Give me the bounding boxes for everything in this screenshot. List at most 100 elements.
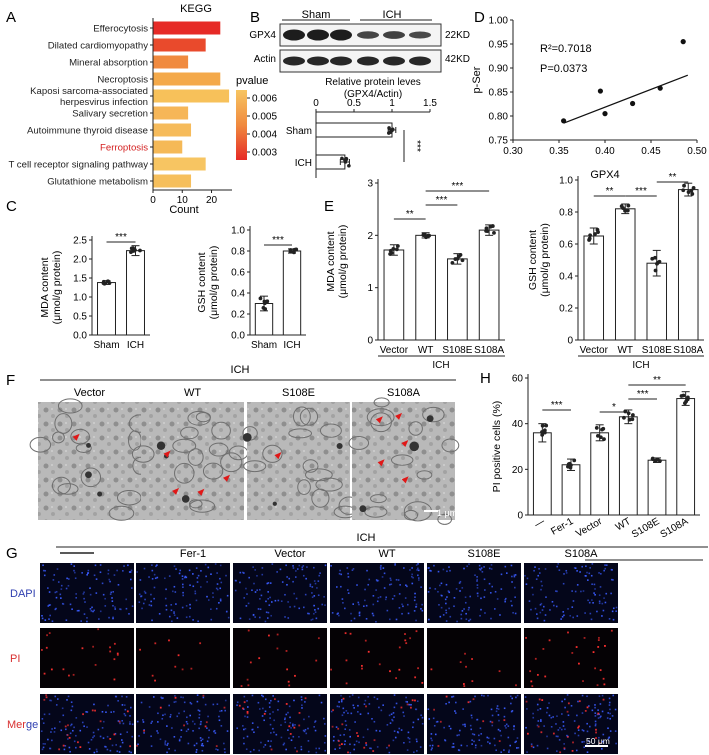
dapi-dot bbox=[318, 694, 321, 697]
dapi-dot bbox=[566, 734, 568, 737]
pi-dot bbox=[364, 639, 367, 642]
dapi-dot bbox=[469, 724, 472, 727]
bar-category-label: Sham bbox=[251, 340, 277, 351]
dapi-dot bbox=[340, 585, 342, 588]
dapi-dot bbox=[193, 723, 196, 725]
dapi-dot bbox=[254, 616, 256, 618]
dapi-dot bbox=[449, 727, 452, 730]
panel-letter-d: D bbox=[474, 9, 485, 26]
dapi-dot bbox=[342, 707, 345, 710]
dapi-dot bbox=[129, 715, 131, 717]
dapi-dot bbox=[365, 744, 368, 746]
bar-point bbox=[460, 258, 465, 263]
bar-point bbox=[623, 409, 628, 414]
em-dense-body bbox=[156, 441, 166, 450]
em-mitochondrion bbox=[288, 428, 313, 439]
dapi-dot bbox=[391, 598, 394, 600]
dapi-dot bbox=[516, 737, 519, 739]
dapi-dot bbox=[577, 734, 580, 737]
dapi-dot bbox=[555, 590, 557, 592]
pi-dot bbox=[598, 742, 601, 744]
dapi-dot bbox=[577, 700, 579, 703]
dapi-dot bbox=[280, 724, 282, 726]
dapi-dot bbox=[219, 577, 221, 580]
dapi-dot bbox=[200, 586, 202, 588]
pi-dot bbox=[242, 707, 244, 710]
dapi-dot bbox=[131, 735, 134, 738]
dapi-dot bbox=[50, 699, 53, 702]
dapi-dot bbox=[287, 601, 289, 603]
dapi-dot bbox=[516, 694, 519, 697]
dapi-dot bbox=[408, 703, 411, 706]
dapi-dot bbox=[503, 749, 505, 751]
em-column-label: S108E bbox=[282, 387, 315, 399]
dapi-dot bbox=[456, 734, 459, 737]
kegg-x-tick-label: 10 bbox=[177, 195, 189, 206]
pi-dot bbox=[395, 677, 398, 680]
dapi-dot bbox=[594, 724, 597, 727]
dapi-dot bbox=[151, 564, 153, 566]
pi-dot bbox=[595, 737, 597, 739]
dapi-dot bbox=[601, 740, 604, 743]
dapi-dot bbox=[87, 572, 89, 575]
dapi-dot bbox=[196, 581, 199, 583]
sig-label: *** bbox=[551, 400, 563, 411]
dapi-dot bbox=[104, 605, 107, 607]
g-scale-label: 50 μm bbox=[586, 736, 610, 746]
dapi-dot bbox=[125, 598, 128, 601]
dapi-dot bbox=[76, 609, 79, 612]
em-mitochondrion bbox=[390, 454, 414, 466]
dapi-dot bbox=[118, 751, 121, 753]
dapi-dot bbox=[69, 732, 72, 735]
fluorescence-tile bbox=[40, 694, 134, 754]
dapi-dot bbox=[246, 700, 248, 702]
dapi-dot bbox=[137, 743, 139, 746]
dapi-dot bbox=[526, 751, 528, 753]
dapi-dot bbox=[215, 587, 218, 590]
dapi-dot bbox=[117, 720, 120, 722]
pvalue-tick-label: 0.006 bbox=[252, 94, 277, 105]
dapi-dot bbox=[421, 716, 424, 719]
dapi-dot bbox=[333, 735, 335, 738]
dapi-dot bbox=[317, 594, 320, 597]
dapi-dot bbox=[397, 579, 400, 581]
pi-dot bbox=[151, 674, 154, 677]
dapi-dot bbox=[563, 573, 565, 575]
dapi-dot bbox=[223, 742, 225, 745]
dapi-dot bbox=[416, 750, 418, 752]
dapi-dot bbox=[579, 571, 581, 573]
pi-dot bbox=[525, 636, 527, 639]
dapi-dot bbox=[207, 736, 210, 739]
dapi-dot bbox=[413, 599, 416, 602]
dapi-dot bbox=[198, 713, 201, 716]
bar-category-label: — bbox=[533, 516, 547, 531]
dapi-dot bbox=[428, 718, 431, 720]
dapi-dot bbox=[383, 572, 386, 575]
dapi-dot bbox=[239, 581, 241, 584]
dapi-dot bbox=[175, 603, 177, 605]
pi-dot bbox=[62, 744, 65, 747]
bar bbox=[447, 258, 468, 341]
dapi-dot bbox=[101, 727, 104, 729]
dapi-dot bbox=[415, 603, 418, 606]
dapi-dot bbox=[314, 582, 317, 585]
dapi-dot bbox=[165, 608, 168, 611]
pvalue-colorbar bbox=[236, 90, 247, 160]
dapi-dot bbox=[246, 735, 249, 738]
bar-y-tick-label: 1.0 bbox=[559, 176, 573, 187]
bar-category-label: Vector bbox=[574, 516, 605, 540]
dapi-dot bbox=[524, 696, 527, 698]
dapi-dot bbox=[171, 727, 173, 729]
dapi-dot bbox=[570, 704, 573, 707]
dapi-dot bbox=[66, 699, 68, 701]
panel-letter-c: C bbox=[6, 198, 17, 215]
sig-label: *** bbox=[452, 181, 464, 192]
dapi-dot bbox=[445, 602, 447, 605]
dapi-dot bbox=[93, 574, 96, 577]
panel-d: D 0.30 0.35 0.40 0.45 0.500.750.800.850.900.… bbox=[471, 9, 707, 181]
dapi-dot bbox=[347, 712, 349, 714]
dapi-dot bbox=[316, 587, 318, 589]
em-mitochondrion bbox=[315, 477, 343, 492]
dapi-dot bbox=[142, 721, 145, 723]
pi-dot bbox=[94, 664, 97, 666]
